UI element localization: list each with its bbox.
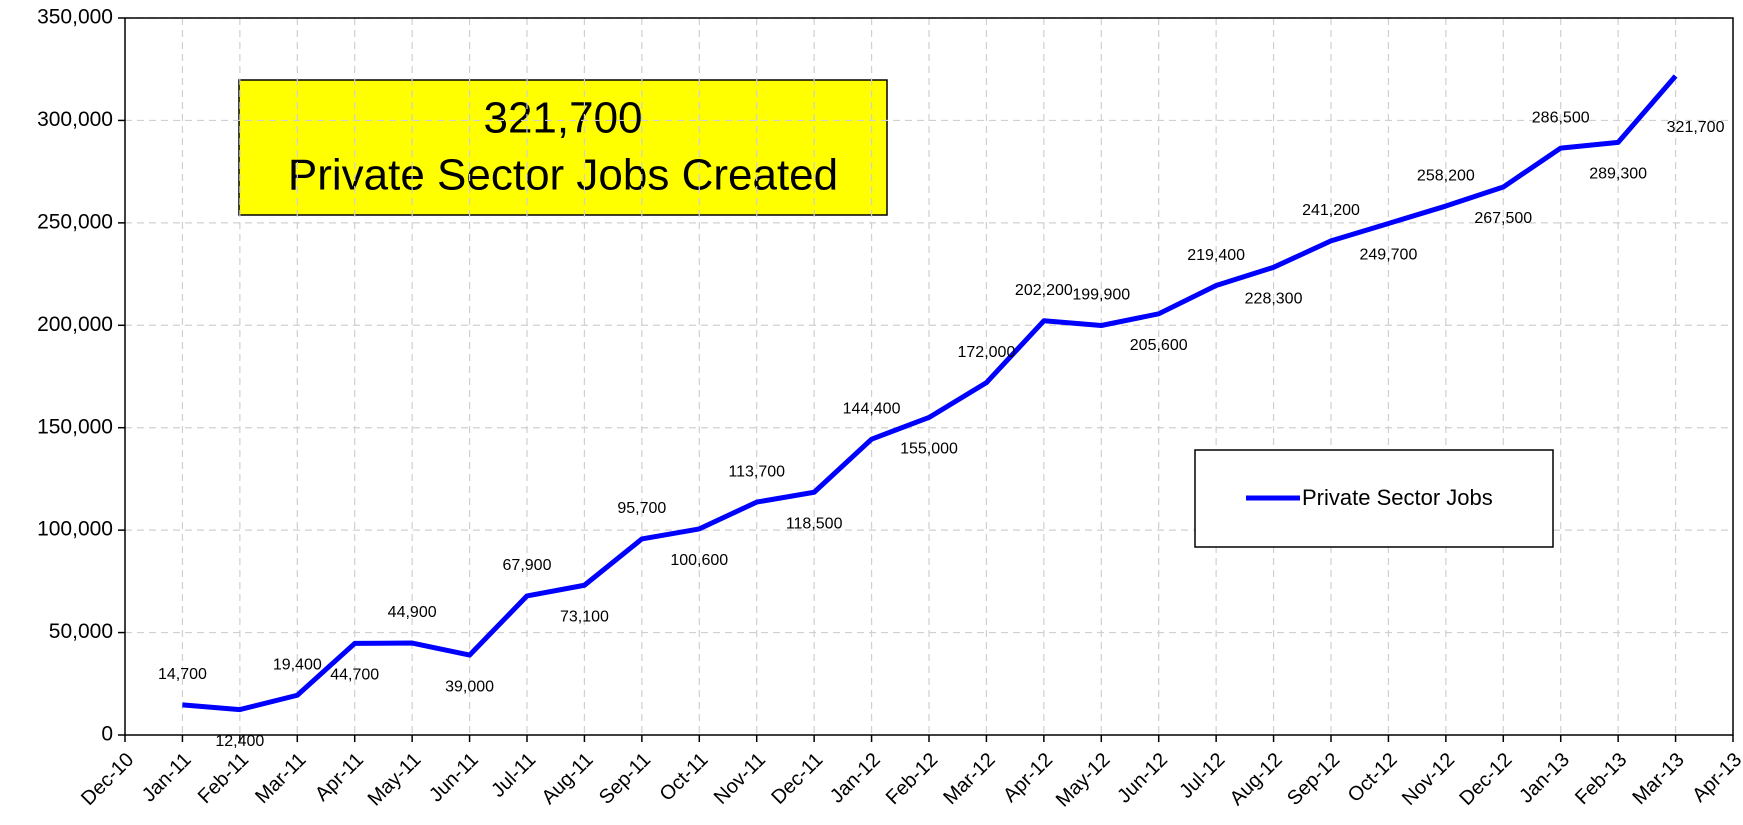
x-tick-label: Dec-12 — [1455, 749, 1516, 810]
x-tick-label: Apr-12 — [999, 749, 1057, 807]
x-tick-label: Apr-11 — [311, 749, 368, 806]
data-label: 321,700 — [1667, 119, 1725, 136]
data-label: 144,400 — [843, 400, 901, 417]
data-label: 95,700 — [617, 500, 666, 517]
x-tick-label: Feb-12 — [882, 749, 942, 809]
x-tick-label: Aug-11 — [538, 749, 598, 809]
x-tick-label: Feb-11 — [194, 749, 253, 808]
data-label: 241,200 — [1302, 202, 1360, 219]
x-tick-label: Mar-11 — [251, 749, 310, 808]
x-tick-label: Jul-11 — [487, 749, 540, 802]
x-tick-label: Nov-11 — [710, 749, 770, 809]
x-tick-label: Oct-11 — [656, 749, 713, 806]
data-label: 44,700 — [330, 667, 379, 684]
legend-label: Private Sector Jobs — [1302, 485, 1493, 510]
annotation-box — [238, 79, 888, 216]
x-tick-label: Dec-10 — [77, 749, 138, 810]
x-tick-label: Jul-12 — [1175, 749, 1229, 803]
x-tick-label: Jan-11 — [138, 749, 196, 807]
x-tick-label: Jan-13 — [1515, 749, 1574, 808]
data-label: 44,900 — [388, 604, 437, 621]
data-label: 199,900 — [1072, 287, 1130, 304]
x-tick-label: Sep-11 — [595, 749, 655, 809]
data-label: 100,600 — [670, 552, 728, 569]
x-tick-label: Apr-13 — [1688, 749, 1743, 807]
data-label: 12,400 — [215, 733, 264, 750]
y-tick-label: 350,000 — [37, 6, 113, 29]
annotation-line: 321,700 — [483, 94, 642, 143]
data-label: 155,000 — [900, 441, 958, 458]
data-label: 14,700 — [158, 666, 207, 683]
x-tick-label: Aug-12 — [1226, 749, 1287, 810]
data-label: 67,900 — [503, 557, 552, 574]
y-tick-label: 100,000 — [37, 518, 113, 541]
x-tick-label: Mar-12 — [939, 749, 999, 809]
data-label: 118,500 — [786, 515, 843, 532]
data-label: 205,600 — [1130, 337, 1188, 354]
data-label: 289,300 — [1589, 166, 1647, 183]
x-tick-label: Feb-13 — [1571, 749, 1631, 809]
y-tick-label: 0 — [101, 723, 113, 746]
y-tick-label: 200,000 — [37, 313, 113, 336]
x-tick-label: Jun-11 — [425, 749, 483, 807]
y-tick-label: 50,000 — [49, 620, 113, 643]
data-label: 113,700 — [728, 463, 785, 480]
data-label: 286,500 — [1532, 109, 1590, 126]
annotation-line: Private Sector Jobs Created — [288, 151, 838, 200]
data-label: 39,000 — [445, 678, 494, 695]
x-tick-label: May-11 — [364, 749, 426, 811]
data-label: 73,100 — [560, 608, 609, 625]
x-tick-label: Jun-12 — [1113, 749, 1172, 808]
x-tick-label: Jan-12 — [826, 749, 885, 808]
x-tick-label: Oct-12 — [1344, 749, 1402, 807]
data-label: 19,400 — [273, 656, 322, 673]
series-line — [182, 74, 1678, 713]
data-label: 258,200 — [1417, 167, 1475, 184]
y-tick-label: 300,000 — [37, 108, 113, 131]
plot-frame — [124, 17, 1734, 736]
x-tick-label: Nov-12 — [1398, 749, 1459, 810]
x-tick-label: Mar-13 — [1628, 749, 1688, 809]
data-label: 219,400 — [1187, 247, 1245, 264]
data-label: 172,000 — [958, 344, 1016, 361]
data-label: 249,700 — [1360, 247, 1418, 264]
x-tick-label: Dec-11 — [767, 749, 827, 809]
x-tick-label: Sep-12 — [1283, 749, 1344, 810]
data-label: 202,200 — [1015, 282, 1073, 299]
y-tick-label: 150,000 — [37, 415, 113, 438]
data-label: 228,300 — [1245, 291, 1303, 308]
data-label: 267,500 — [1474, 210, 1532, 227]
x-tick-label: May-12 — [1052, 749, 1115, 812]
y-tick-label: 250,000 — [37, 210, 113, 233]
